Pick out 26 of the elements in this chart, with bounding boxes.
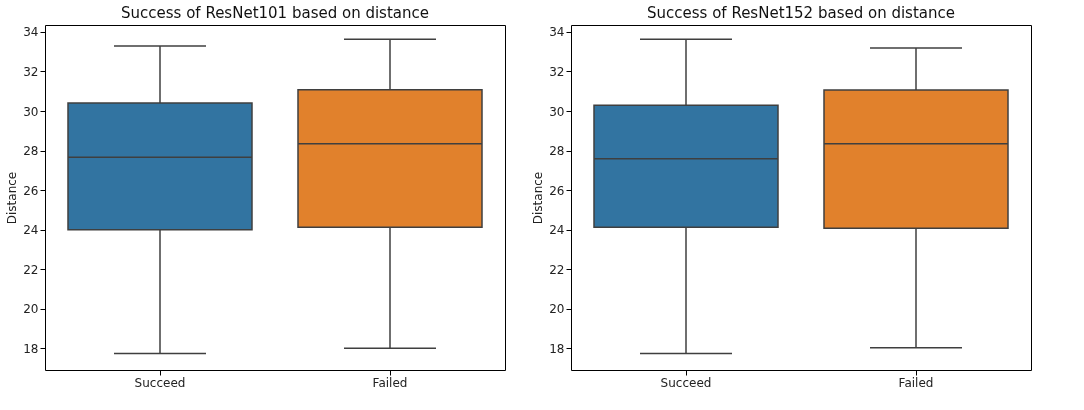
chart-title: Success of ResNet101 based on distance — [121, 4, 429, 22]
y-tick-label: 18 — [23, 341, 39, 356]
y-axis-title: Distance — [531, 171, 546, 225]
y-tick-label: 22 — [549, 262, 565, 277]
y-tick-label: 24 — [549, 223, 565, 238]
y-tick-label: 32 — [549, 64, 565, 79]
y-tick-label: 20 — [549, 302, 565, 317]
y-tick-label: 24 — [23, 223, 39, 238]
y-tick-label: 32 — [23, 64, 39, 79]
x-tick-label: Succeed — [134, 375, 186, 390]
y-tick-label: 22 — [23, 262, 39, 277]
y-tick-label: 26 — [549, 183, 565, 198]
y-tick-label: 30 — [549, 104, 565, 119]
y-axis-title: Distance — [5, 171, 20, 225]
chart-title: Success of ResNet152 based on distance — [647, 4, 955, 22]
y-tick-label: 28 — [23, 144, 39, 159]
y-tick-label: 20 — [23, 302, 39, 317]
y-tick-label: 18 — [549, 341, 565, 356]
y-tick-label: 26 — [23, 183, 39, 198]
y-tick-label: 30 — [23, 104, 39, 119]
x-tick-label: Failed — [372, 375, 408, 390]
x-tick-label: Failed — [898, 375, 934, 390]
y-tick-label: 34 — [549, 25, 565, 40]
y-tick-label: 34 — [23, 25, 39, 40]
x-tick-label: Succeed — [660, 375, 712, 390]
y-tick-label: 28 — [549, 144, 565, 159]
